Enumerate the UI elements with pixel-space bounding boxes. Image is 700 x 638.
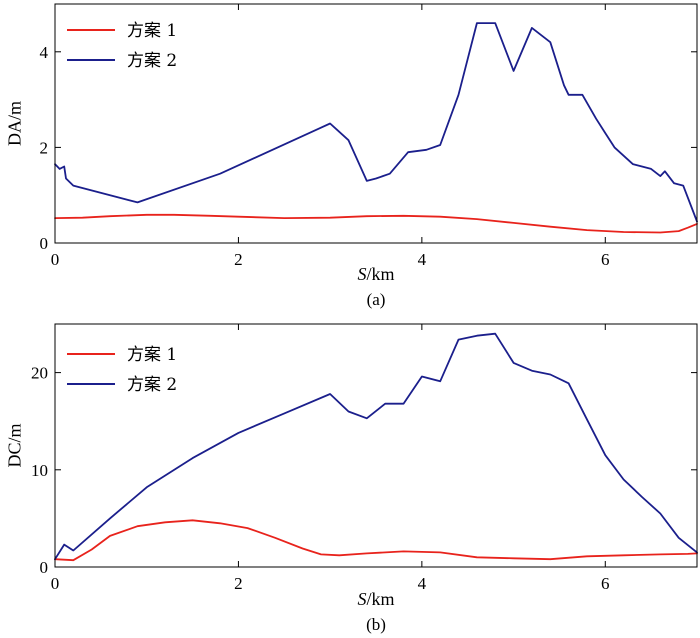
x-tick-label: 2 <box>234 250 243 269</box>
legend-label-2: 方案 2 <box>127 375 177 395</box>
series-line-2 <box>54 22 698 223</box>
x-tick-label: 4 <box>418 250 427 269</box>
y-tick-label: 4 <box>40 43 49 62</box>
x-tick-label: 0 <box>51 574 60 593</box>
plot-frame <box>54 323 698 568</box>
x-axis-label: S/km <box>357 589 394 609</box>
y-axis-label: DA/m <box>4 101 24 146</box>
y-tick-label: 2 <box>40 138 49 157</box>
x-tick-label: 0 <box>51 250 60 269</box>
series-line-1 <box>54 519 698 562</box>
series-line-2 <box>54 332 698 561</box>
x-tick-label: 6 <box>601 574 610 593</box>
chart-panel-b: 0 2 4 6 0 10 20 DC/m S/km (b) 方案 1 方案 2 <box>4 323 698 634</box>
series-line-1 <box>54 213 698 234</box>
legend-label-1: 方案 1 <box>127 345 177 365</box>
panel-caption: (a) <box>367 290 386 309</box>
x-tick-label: 2 <box>234 574 243 593</box>
panel-caption: (b) <box>366 615 386 634</box>
chart-panel-a: 0 2 4 6 0 2 4 DA/m S/km (a) 方案 1 方案 2 <box>4 3 698 309</box>
x-tick-label: 4 <box>418 574 427 593</box>
legend-label-2: 方案 2 <box>127 51 177 71</box>
y-tick-label: 10 <box>31 461 48 480</box>
x-axis-label: S/km <box>357 264 394 284</box>
y-tick-label: 0 <box>40 558 49 577</box>
y-tick-label: 0 <box>40 234 49 253</box>
y-tick-label: 20 <box>31 364 48 383</box>
y-axis-label: DC/m <box>4 423 24 467</box>
plot-frame <box>54 3 698 244</box>
x-tick-label: 6 <box>601 250 610 269</box>
legend-label-1: 方案 1 <box>127 21 177 41</box>
